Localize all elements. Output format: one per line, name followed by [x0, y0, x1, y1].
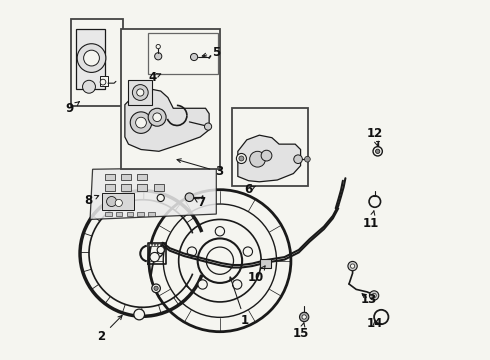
Circle shape — [236, 153, 246, 163]
Circle shape — [156, 44, 160, 49]
Circle shape — [134, 309, 145, 320]
Circle shape — [294, 155, 302, 163]
Circle shape — [198, 280, 207, 289]
Circle shape — [299, 312, 309, 321]
Bar — [105, 174, 115, 180]
Bar — [101, 193, 134, 211]
Text: 2: 2 — [98, 315, 122, 343]
Text: 14: 14 — [367, 317, 383, 330]
Bar — [100, 76, 108, 86]
Bar — [137, 212, 144, 216]
Polygon shape — [238, 135, 300, 182]
Circle shape — [100, 79, 106, 85]
Text: 6: 6 — [245, 183, 255, 196]
Text: 11: 11 — [363, 211, 379, 230]
Text: 7: 7 — [195, 196, 205, 209]
Text: 1: 1 — [229, 277, 249, 327]
Bar — [105, 184, 115, 191]
Circle shape — [163, 204, 276, 318]
Text: 8: 8 — [84, 194, 98, 207]
Circle shape — [369, 291, 379, 300]
Circle shape — [148, 108, 166, 126]
Circle shape — [157, 246, 164, 253]
Circle shape — [375, 149, 380, 153]
Circle shape — [149, 244, 152, 247]
Circle shape — [348, 261, 357, 271]
Circle shape — [82, 80, 96, 93]
Circle shape — [187, 247, 196, 256]
Bar — [148, 33, 218, 74]
Circle shape — [350, 264, 355, 268]
Circle shape — [152, 244, 155, 247]
Circle shape — [149, 190, 291, 332]
Circle shape — [155, 244, 158, 247]
Bar — [126, 212, 133, 216]
Circle shape — [136, 117, 147, 128]
Circle shape — [158, 244, 161, 247]
Circle shape — [191, 53, 197, 60]
Circle shape — [204, 123, 212, 130]
Circle shape — [150, 252, 159, 262]
Text: 3: 3 — [177, 159, 223, 178]
Bar — [260, 259, 271, 267]
Circle shape — [155, 53, 162, 60]
Circle shape — [77, 44, 106, 72]
Circle shape — [239, 156, 244, 161]
Circle shape — [206, 247, 234, 274]
Circle shape — [130, 112, 152, 134]
Bar — [128, 80, 152, 105]
Circle shape — [197, 238, 242, 283]
Bar — [105, 212, 112, 216]
Circle shape — [304, 156, 310, 162]
Circle shape — [215, 226, 224, 236]
Circle shape — [152, 284, 160, 293]
Circle shape — [185, 193, 194, 202]
Bar — [148, 212, 155, 216]
Circle shape — [157, 194, 164, 202]
Text: 9: 9 — [66, 102, 79, 116]
Circle shape — [233, 280, 242, 289]
Circle shape — [153, 113, 161, 122]
Bar — [137, 184, 147, 191]
Bar — [232, 108, 308, 186]
Circle shape — [179, 220, 261, 302]
Bar — [122, 184, 131, 191]
Circle shape — [243, 247, 252, 256]
Bar — [116, 212, 122, 216]
Bar — [153, 184, 164, 191]
Text: 15: 15 — [293, 323, 310, 339]
Circle shape — [261, 150, 272, 161]
Text: 12: 12 — [367, 127, 383, 146]
Circle shape — [372, 293, 376, 298]
Circle shape — [107, 197, 117, 207]
Bar — [137, 174, 147, 180]
Bar — [71, 19, 123, 107]
Text: 4: 4 — [148, 71, 161, 84]
Bar — [76, 30, 105, 89]
Circle shape — [302, 315, 306, 319]
Polygon shape — [125, 89, 209, 151]
Text: 10: 10 — [248, 266, 265, 284]
Circle shape — [154, 286, 158, 291]
Bar — [122, 174, 131, 180]
Circle shape — [84, 50, 99, 66]
Polygon shape — [90, 167, 216, 220]
Bar — [122, 30, 220, 169]
Circle shape — [132, 85, 148, 100]
Text: 13: 13 — [361, 293, 377, 306]
Circle shape — [137, 89, 144, 96]
Circle shape — [250, 151, 266, 167]
Circle shape — [115, 199, 122, 207]
Text: 5: 5 — [202, 46, 220, 59]
Circle shape — [373, 147, 382, 156]
